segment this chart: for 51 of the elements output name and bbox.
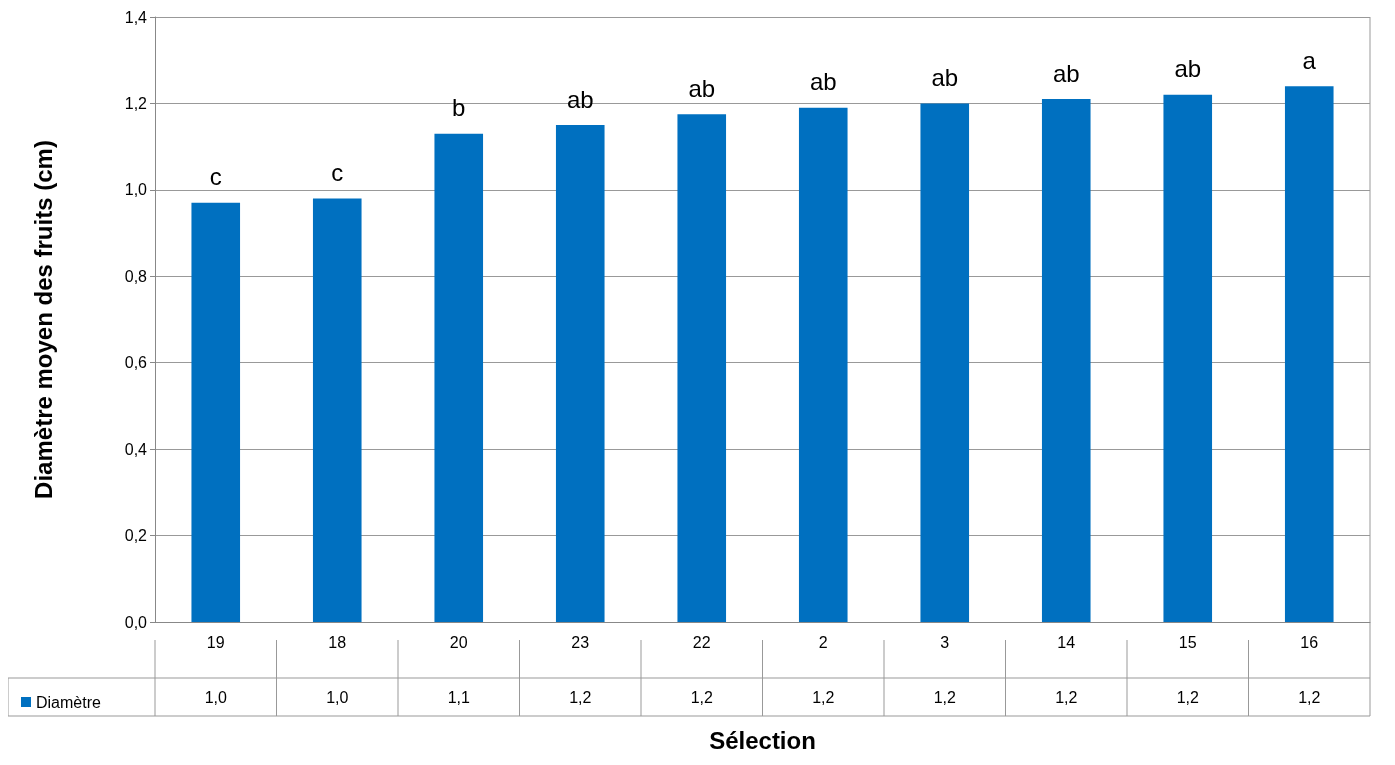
y-tick-label: 1,2 <box>124 94 148 112</box>
data-label: 1,2 <box>1176 688 1199 706</box>
annotation: ab <box>809 68 837 96</box>
x-tick-label: 15 <box>1178 633 1197 651</box>
annotation: ab <box>566 85 594 113</box>
bar <box>312 198 362 622</box>
y-tick-label: 0,2 <box>124 527 148 545</box>
bar <box>1041 99 1091 622</box>
legend-label: Diamètre <box>36 693 102 711</box>
annotation: ab <box>688 74 716 102</box>
data-label: 1,0 <box>204 688 227 706</box>
bar <box>920 103 970 622</box>
y-tick-label: 0,8 <box>124 267 148 285</box>
x-tick-label: 23 <box>571 633 590 651</box>
data-label: 1,0 <box>326 688 349 706</box>
data-label: 1,2 <box>1055 688 1078 706</box>
x-tick-label: 16 <box>1300 633 1319 651</box>
y-tick-label: 0,4 <box>124 440 148 458</box>
bar <box>677 114 727 622</box>
x-tick-label: 22 <box>692 633 711 651</box>
bar <box>555 125 605 622</box>
bar <box>798 107 848 622</box>
x-tick-label: 20 <box>449 633 468 651</box>
bar <box>1163 94 1213 622</box>
x-axis-title: Sélection <box>709 726 816 754</box>
annotation: b <box>452 94 466 122</box>
annotation: ab <box>1052 59 1080 87</box>
data-label: 1,2 <box>1298 688 1321 706</box>
data-label: 1,2 <box>569 688 592 706</box>
x-tick-label: 3 <box>940 633 950 651</box>
y-tick-label: 1,0 <box>124 181 148 199</box>
bar <box>434 133 484 622</box>
bar <box>1284 86 1334 622</box>
data-label: 1,2 <box>690 688 713 706</box>
x-tick-label: 2 <box>818 633 828 651</box>
annotation: a <box>1302 46 1317 74</box>
y-tick-label: 1,4 <box>124 8 148 26</box>
y-tick-label: 0,6 <box>124 354 148 372</box>
annotation: ab <box>1174 55 1202 83</box>
data-label: 1,2 <box>933 688 956 706</box>
y-tick-label: 0,0 <box>124 613 148 631</box>
annotation: ab <box>931 63 959 91</box>
annotation: c <box>331 159 344 186</box>
y-axis-title: Diamètre moyen des fruits (cm) <box>29 140 57 499</box>
x-tick-label: 19 <box>206 633 225 651</box>
annotation: c <box>209 163 222 191</box>
x-tick-label: 18 <box>328 633 347 651</box>
x-tick-label: 14 <box>1057 633 1076 651</box>
data-label: 1,2 <box>812 688 835 706</box>
bar <box>191 202 241 622</box>
data-label: 1,1 <box>447 688 470 706</box>
